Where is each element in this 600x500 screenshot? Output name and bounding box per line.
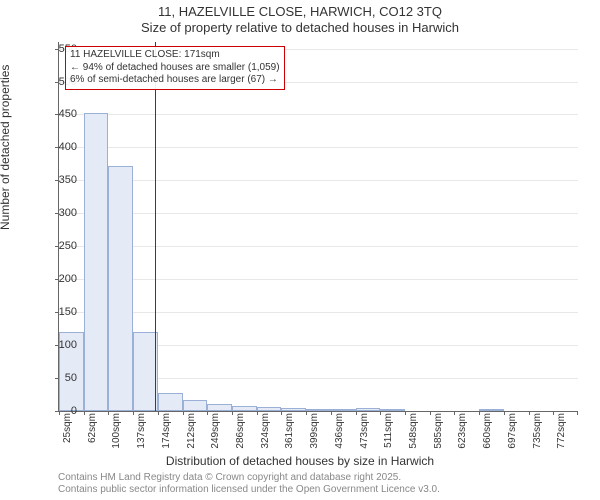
ytick-label: 350 — [47, 174, 77, 186]
histogram-bar — [306, 409, 331, 411]
xtick-mark — [306, 411, 307, 415]
xtick-mark — [232, 411, 233, 415]
xtick-label: 100sqm — [111, 413, 122, 458]
footer-line-1: Contains HM Land Registry data © Crown c… — [58, 472, 440, 484]
chart-subtitle: Size of property relative to detached ho… — [0, 20, 600, 35]
ytick-label: 200 — [47, 273, 77, 285]
xtick-mark — [331, 411, 332, 415]
histogram-bar — [84, 113, 109, 411]
histogram-bar — [232, 406, 257, 411]
xtick-mark — [577, 411, 578, 415]
xtick-label: 548sqm — [408, 413, 419, 458]
xtick-label: 436sqm — [334, 413, 345, 458]
footer-attribution: Contains HM Land Registry data © Crown c… — [58, 472, 440, 496]
xtick-label: 137sqm — [136, 413, 147, 458]
xtick-label: 585sqm — [433, 413, 444, 458]
ytick-label: 300 — [47, 207, 77, 219]
histogram-bar — [257, 407, 282, 411]
xtick-mark — [108, 411, 109, 415]
footer-line-2: Contains public sector information licen… — [58, 484, 440, 496]
xtick-label: 361sqm — [284, 413, 295, 458]
ytick-label: 50 — [47, 372, 77, 384]
annotation-box: 11 HAZELVILLE CLOSE: 171sqm← 94% of deta… — [65, 46, 285, 90]
xtick-label: 249sqm — [210, 413, 221, 458]
xtick-mark — [553, 411, 554, 415]
xtick-label: 399sqm — [309, 413, 320, 458]
xtick-label: 697sqm — [507, 413, 518, 458]
xtick-mark — [158, 411, 159, 415]
xtick-mark — [183, 411, 184, 415]
histogram-bar — [207, 404, 232, 411]
xtick-mark — [454, 411, 455, 415]
xtick-mark — [430, 411, 431, 415]
annotation-line-1: 11 HAZELVILLE CLOSE: 171sqm — [70, 49, 280, 62]
histogram-bar — [158, 393, 183, 411]
xtick-mark — [380, 411, 381, 415]
reference-line — [155, 42, 156, 411]
ytick-label: 250 — [47, 240, 77, 252]
xtick-mark — [479, 411, 480, 415]
xtick-mark — [281, 411, 282, 415]
annotation-line-3: 6% of semi-detached houses are larger (6… — [70, 74, 280, 87]
ytick-label: 400 — [47, 141, 77, 153]
y-axis-label: Number of detached properties — [0, 65, 12, 230]
xtick-mark — [207, 411, 208, 415]
chart-title: 11, HAZELVILLE CLOSE, HARWICH, CO12 3TQ — [0, 4, 600, 19]
plot-area: 11 HAZELVILLE CLOSE: 171sqm← 94% of deta… — [58, 42, 578, 412]
xtick-mark — [405, 411, 406, 415]
xtick-mark — [529, 411, 530, 415]
xtick-mark — [504, 411, 505, 415]
xtick-mark — [84, 411, 85, 415]
xtick-label: 174sqm — [161, 413, 172, 458]
gridline — [59, 279, 578, 280]
xtick-mark — [133, 411, 134, 415]
xtick-label: 473sqm — [359, 413, 370, 458]
histogram-bar — [133, 332, 158, 411]
histogram-bar — [380, 409, 405, 411]
gridline — [59, 312, 578, 313]
histogram-bar — [183, 400, 208, 411]
xtick-mark — [356, 411, 357, 415]
gridline — [59, 180, 578, 181]
xtick-label: 623sqm — [457, 413, 468, 458]
histogram-bar — [108, 166, 133, 411]
xtick-label: 735sqm — [532, 413, 543, 458]
ytick-label: 100 — [47, 339, 77, 351]
xtick-label: 25sqm — [62, 413, 73, 458]
xtick-label: 511sqm — [383, 413, 394, 458]
gridline — [59, 213, 578, 214]
histogram-bar — [356, 408, 381, 411]
histogram-bar — [281, 408, 306, 411]
ytick-label: 450 — [47, 108, 77, 120]
annotation-line-2: ← 94% of detached houses are smaller (1,… — [70, 62, 280, 75]
xtick-label: 772sqm — [556, 413, 567, 458]
xtick-label: 212sqm — [186, 413, 197, 458]
ytick-label: 150 — [47, 306, 77, 318]
histogram-bar — [331, 409, 356, 411]
xtick-label: 660sqm — [482, 413, 493, 458]
xtick-label: 62sqm — [87, 413, 98, 458]
xtick-mark — [257, 411, 258, 415]
gridline — [59, 114, 578, 115]
gridline — [59, 147, 578, 148]
histogram-bar — [479, 409, 504, 411]
xtick-label: 324sqm — [260, 413, 271, 458]
xtick-label: 286sqm — [235, 413, 246, 458]
gridline — [59, 246, 578, 247]
